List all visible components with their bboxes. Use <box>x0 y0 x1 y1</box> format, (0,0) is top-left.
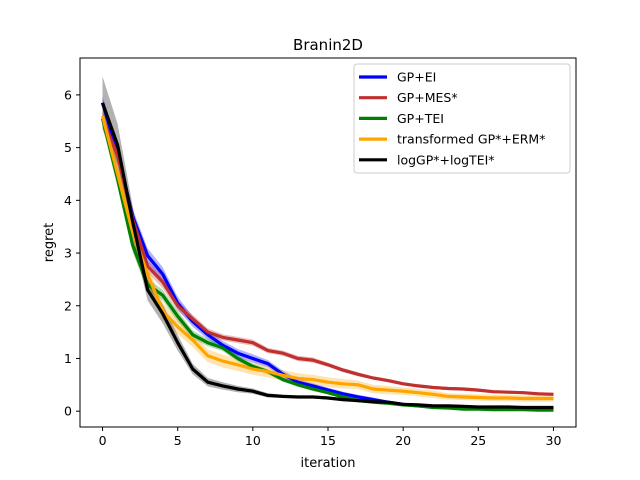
y-tick-label: 1 <box>64 351 72 366</box>
x-tick-label: 25 <box>470 433 486 448</box>
y-tick-label: 0 <box>64 404 72 419</box>
y-axis-ticks: 0 1 2 3 4 5 6 <box>64 87 80 419</box>
legend-label-gp-ei: GP+EI <box>397 70 436 85</box>
line-loggp-logtei <box>100 102 554 410</box>
legend-label-gp-mes: GP+MES* <box>397 90 458 105</box>
line-transformed-gp-erm <box>100 115 554 401</box>
series-lines <box>100 102 554 412</box>
x-tick-label: 10 <box>245 433 261 448</box>
y-tick-label: 3 <box>64 246 72 261</box>
y-axis-label: regret <box>42 223 57 262</box>
x-axis-ticks: 0 5 10 15 20 25 30 <box>99 427 562 448</box>
x-tick-label: 5 <box>174 433 182 448</box>
y-tick-label: 6 <box>64 87 72 102</box>
line-gp-mes <box>101 117 554 396</box>
legend-label-transformed-gp-erm: transformed GP*+ERM* <box>397 132 545 147</box>
x-tick-label: 15 <box>320 433 336 448</box>
legend-label-loggp-logtei: logGP*+logTEI* <box>397 152 495 167</box>
x-tick-label: 0 <box>99 433 107 448</box>
x-tick-label: 30 <box>546 433 562 448</box>
x-axis-label: iteration <box>301 456 356 471</box>
chart-title: Branin2D <box>293 36 363 54</box>
y-tick-label: 4 <box>64 193 72 208</box>
y-tick-label: 2 <box>64 298 72 313</box>
legend-label-gp-tei: GP+TEI <box>397 111 444 126</box>
line-gp-tei <box>100 118 554 412</box>
legend: GP+EI GP+MES* GP+TEI transformed GP*+ERM* lo… <box>353 63 571 174</box>
x-tick-label: 20 <box>395 433 411 448</box>
legend-box <box>353 63 571 174</box>
y-tick-label: 5 <box>64 140 72 155</box>
